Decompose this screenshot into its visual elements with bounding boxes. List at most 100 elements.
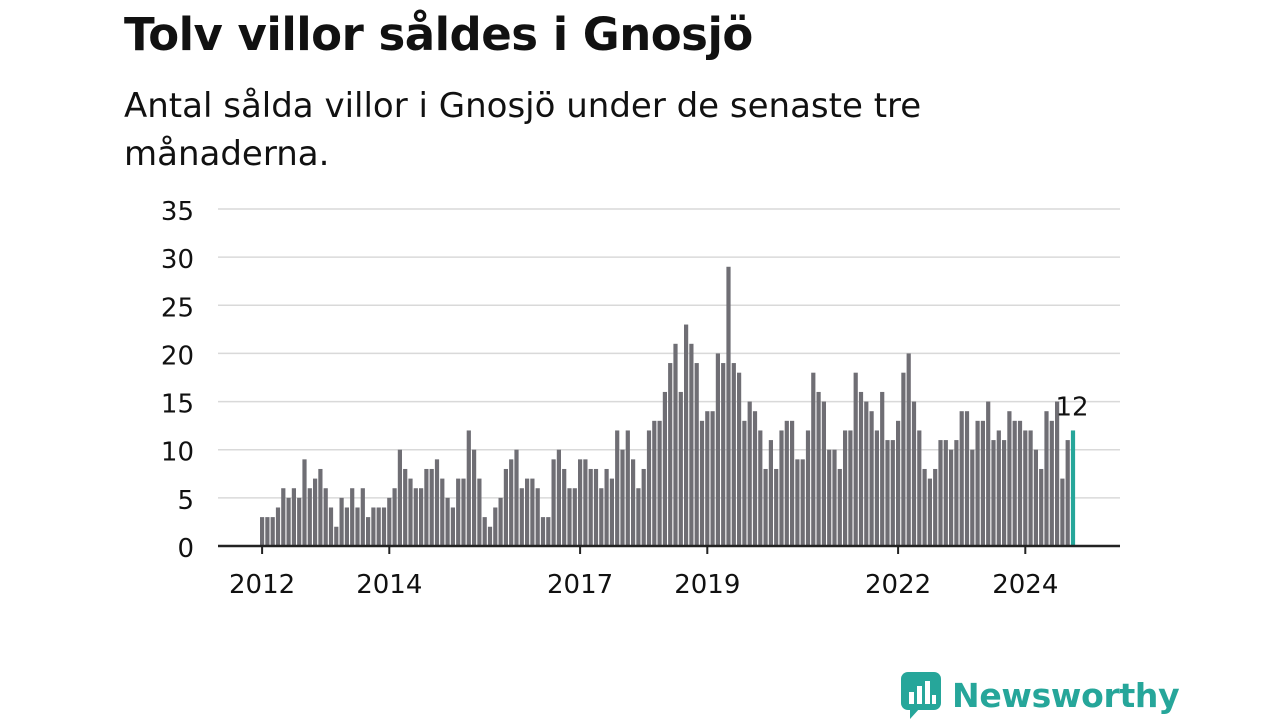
bar [710,411,715,546]
bar [366,517,371,546]
bar [546,517,551,546]
bar [1055,401,1060,546]
bar [996,430,1001,546]
bar [737,372,742,546]
bar [790,420,795,546]
bar [466,430,471,546]
bar [731,363,736,546]
y-tick-label: 35 [161,197,194,227]
bar [896,420,901,546]
bar [853,372,858,546]
bar [355,507,360,546]
bar [880,391,885,546]
bar [297,497,302,546]
bar [270,517,275,546]
bar [1007,411,1012,546]
bar-highlight [1070,430,1076,546]
bar [487,526,493,546]
bar [911,401,917,546]
x-tick-label: 2022 [865,570,931,600]
bar [1002,440,1007,546]
bar [450,507,455,546]
bar [763,468,768,546]
bar [291,488,296,546]
bar [572,488,577,546]
newsworthy-logo-icon [901,672,941,719]
bar [493,507,498,546]
bar [837,468,842,546]
bar [583,459,588,546]
bar [864,401,869,546]
bar [1017,420,1023,546]
bar [1044,411,1049,546]
bar [758,430,763,546]
bar [556,449,561,546]
bar [816,391,821,546]
bar [350,488,355,546]
bar [419,488,424,546]
bar [1039,468,1044,546]
bar [609,478,614,546]
axes [218,544,1120,554]
bar [885,440,890,546]
bar [975,420,980,546]
bar [721,363,726,546]
bar [927,478,932,546]
bar [397,449,402,546]
bar [843,430,848,546]
x-tick-label: 2014 [356,570,422,600]
bar [456,478,461,546]
bar [360,488,365,546]
bar [1060,478,1065,546]
bar [307,488,312,546]
bar [678,391,683,546]
bar [472,449,477,546]
bar [604,468,609,546]
logo-wordmark: Newsworthy [952,675,1180,715]
bar [938,440,943,546]
y-tick-label: 30 [161,245,194,275]
bar [959,411,964,546]
bar [699,420,705,546]
y-tick-label: 10 [161,438,194,468]
bar [302,459,307,546]
bar [593,468,599,546]
bar [509,459,514,546]
bar [705,411,710,546]
bar [694,363,699,546]
chart-subtitle: Antal sålda villor i Gnosjö under de sen… [124,86,922,174]
bar [445,497,450,546]
bar [625,430,630,546]
bar [949,449,954,546]
bar [328,507,334,546]
y-tick-label: 0 [177,534,194,564]
bar [344,507,349,546]
bar [403,468,408,546]
newsworthy-logo[interactable]: Newsworthy [900,670,1180,720]
bar [615,430,620,546]
bar [562,468,567,546]
bar [313,478,318,546]
bar [286,497,291,546]
x-tick-label: 2012 [229,570,295,600]
bar [567,488,572,546]
bar [1049,420,1054,546]
bar [318,468,323,546]
x-tick-label: 2017 [547,570,613,600]
bar [1065,440,1070,546]
bar [805,430,811,546]
bar [551,459,556,546]
bar [578,459,583,546]
bar [275,507,281,546]
bar [503,468,508,546]
bar [832,449,837,546]
bar [991,440,996,546]
bar [339,497,344,546]
bar [848,430,853,546]
bar [525,478,530,546]
bar [986,401,991,546]
bar [260,517,265,546]
bar [980,420,985,546]
bar [588,468,593,546]
bar [684,324,689,546]
